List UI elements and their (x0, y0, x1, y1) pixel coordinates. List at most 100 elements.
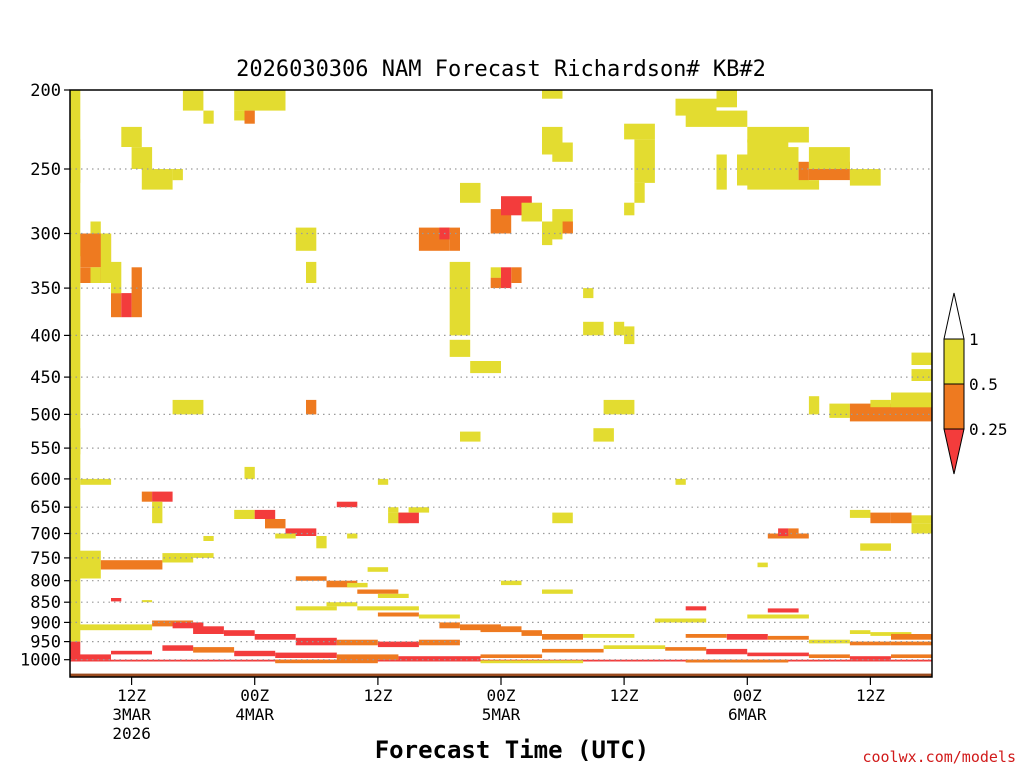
ri-cell-156 (808, 147, 850, 169)
ri-cell-34 (295, 637, 337, 646)
ri-cell-43 (275, 652, 337, 658)
ri-cell-180 (870, 632, 912, 636)
ri-cell-50 (706, 648, 748, 655)
ri-cell-170 (911, 369, 932, 381)
ri-cell-3 (70, 428, 81, 455)
y-tick-label-950: 950 (30, 633, 61, 653)
ri-cell-104 (521, 202, 542, 222)
ri-cell-66 (306, 261, 317, 283)
ri-cell-139 (685, 634, 727, 638)
ri-cell-99 (490, 277, 501, 289)
ri-cell-85 (347, 533, 358, 539)
ri-cell-138 (654, 618, 707, 623)
ri-cell-179 (849, 630, 871, 634)
ri-cell-23 (141, 491, 153, 502)
ri-cell-22 (80, 478, 112, 485)
ri-cell-37 (418, 639, 460, 646)
ri-cell-143 (849, 641, 891, 646)
ri-cell-2 (70, 139, 81, 183)
ri-cell-108 (542, 233, 553, 246)
ri-cell-135 (593, 428, 614, 442)
ri-cell-114 (388, 512, 409, 524)
ri-cell-177 (860, 543, 891, 551)
ri-cell-154 (798, 161, 809, 186)
ri-cell-153 (757, 161, 768, 186)
ri-cell-101 (511, 267, 522, 283)
y-tick-label-350: 350 (30, 279, 61, 299)
y-tick-label-300: 300 (30, 225, 61, 245)
credit-link[interactable]: coolwx.com/models (862, 748, 1016, 766)
ri-cell-72 (285, 528, 317, 536)
ri-cell-28 (70, 624, 153, 631)
ri-cell-175 (911, 515, 932, 524)
ri-cell-111 (552, 142, 573, 162)
x-axis-label: Forecast Time (UTC) (375, 736, 650, 764)
ri-cell-107 (562, 221, 573, 234)
ri-cell-40 (162, 645, 194, 651)
ri-cell-148 (716, 154, 727, 190)
y-tick-label-850: 850 (30, 593, 61, 613)
ri-cell-161 (788, 528, 799, 536)
chart-title: 2026030306 NAM Forecast Richardson# KB#2 (236, 57, 766, 82)
y-tick-label-200: 200 (30, 81, 61, 101)
ri-cell-51 (747, 652, 809, 657)
ri-cell-16 (141, 169, 173, 190)
ri-cell-61 (244, 90, 286, 111)
ri-cell-41 (193, 647, 235, 653)
x-tick-label-3-1: 5MAR (482, 705, 521, 724)
ri-cell-163 (747, 614, 809, 619)
ri-cell-132 (634, 182, 645, 203)
ri-cell-39 (111, 650, 152, 655)
ri-cell-146 (685, 110, 748, 127)
ri-cell-42 (234, 650, 276, 657)
ri-cell-18 (70, 550, 101, 579)
legend-label-0-25: 0.25 (969, 420, 1008, 439)
ri-cell-79 (347, 582, 368, 588)
ri-cell-131 (634, 139, 655, 183)
pressure-gridlines (70, 168, 932, 661)
ri-cell-11 (111, 261, 122, 294)
ri-cell-76 (316, 536, 327, 549)
ri-cell-162 (757, 562, 768, 568)
x-tick-label-1-1: 4MAR (235, 705, 274, 724)
ri-cell-75 (203, 536, 214, 541)
ri-cell-12 (121, 293, 132, 318)
ri-cell-144 (891, 641, 932, 646)
ri-cell-176 (911, 523, 932, 534)
y-tick-label-700: 700 (30, 525, 61, 545)
heatmap-cells (70, 90, 932, 677)
ri-cell-112 (460, 431, 481, 442)
ri-cell-20 (162, 553, 194, 563)
ri-cell-115 (398, 512, 419, 524)
legend-arrow-top (943, 292, 965, 340)
y-tick-label-750: 750 (30, 549, 61, 569)
ri-cell-70 (254, 509, 276, 519)
ri-cell-30 (172, 622, 204, 629)
ri-cell-109 (542, 90, 563, 99)
ri-cell-56 (275, 659, 378, 664)
ri-cell-54 (891, 654, 932, 658)
ri-cell-141 (767, 635, 809, 640)
ri-cell-173 (870, 512, 891, 524)
ri-cell-86 (326, 602, 358, 607)
ri-cell-87 (295, 606, 337, 611)
ri-cell-120 (521, 630, 542, 636)
ri-cell-8 (90, 221, 101, 234)
y-tick-label-450: 450 (30, 368, 61, 388)
ri-cell-24 (152, 491, 173, 502)
ri-cell-158 (747, 180, 820, 190)
ri-cell-64 (203, 110, 214, 124)
ri-cell-82 (367, 567, 389, 572)
ri-cell-73 (244, 466, 255, 479)
ri-cell-149 (737, 154, 758, 186)
ri-cell-117 (439, 622, 460, 629)
ri-cell-78 (326, 580, 358, 588)
ri-cell-45 (398, 656, 481, 662)
ri-cell-17 (172, 169, 183, 181)
y-tick-label-600: 600 (30, 470, 61, 490)
ri-cell-164 (767, 608, 799, 613)
ri-cell-125 (542, 589, 573, 594)
ri-cell-140 (726, 634, 768, 640)
